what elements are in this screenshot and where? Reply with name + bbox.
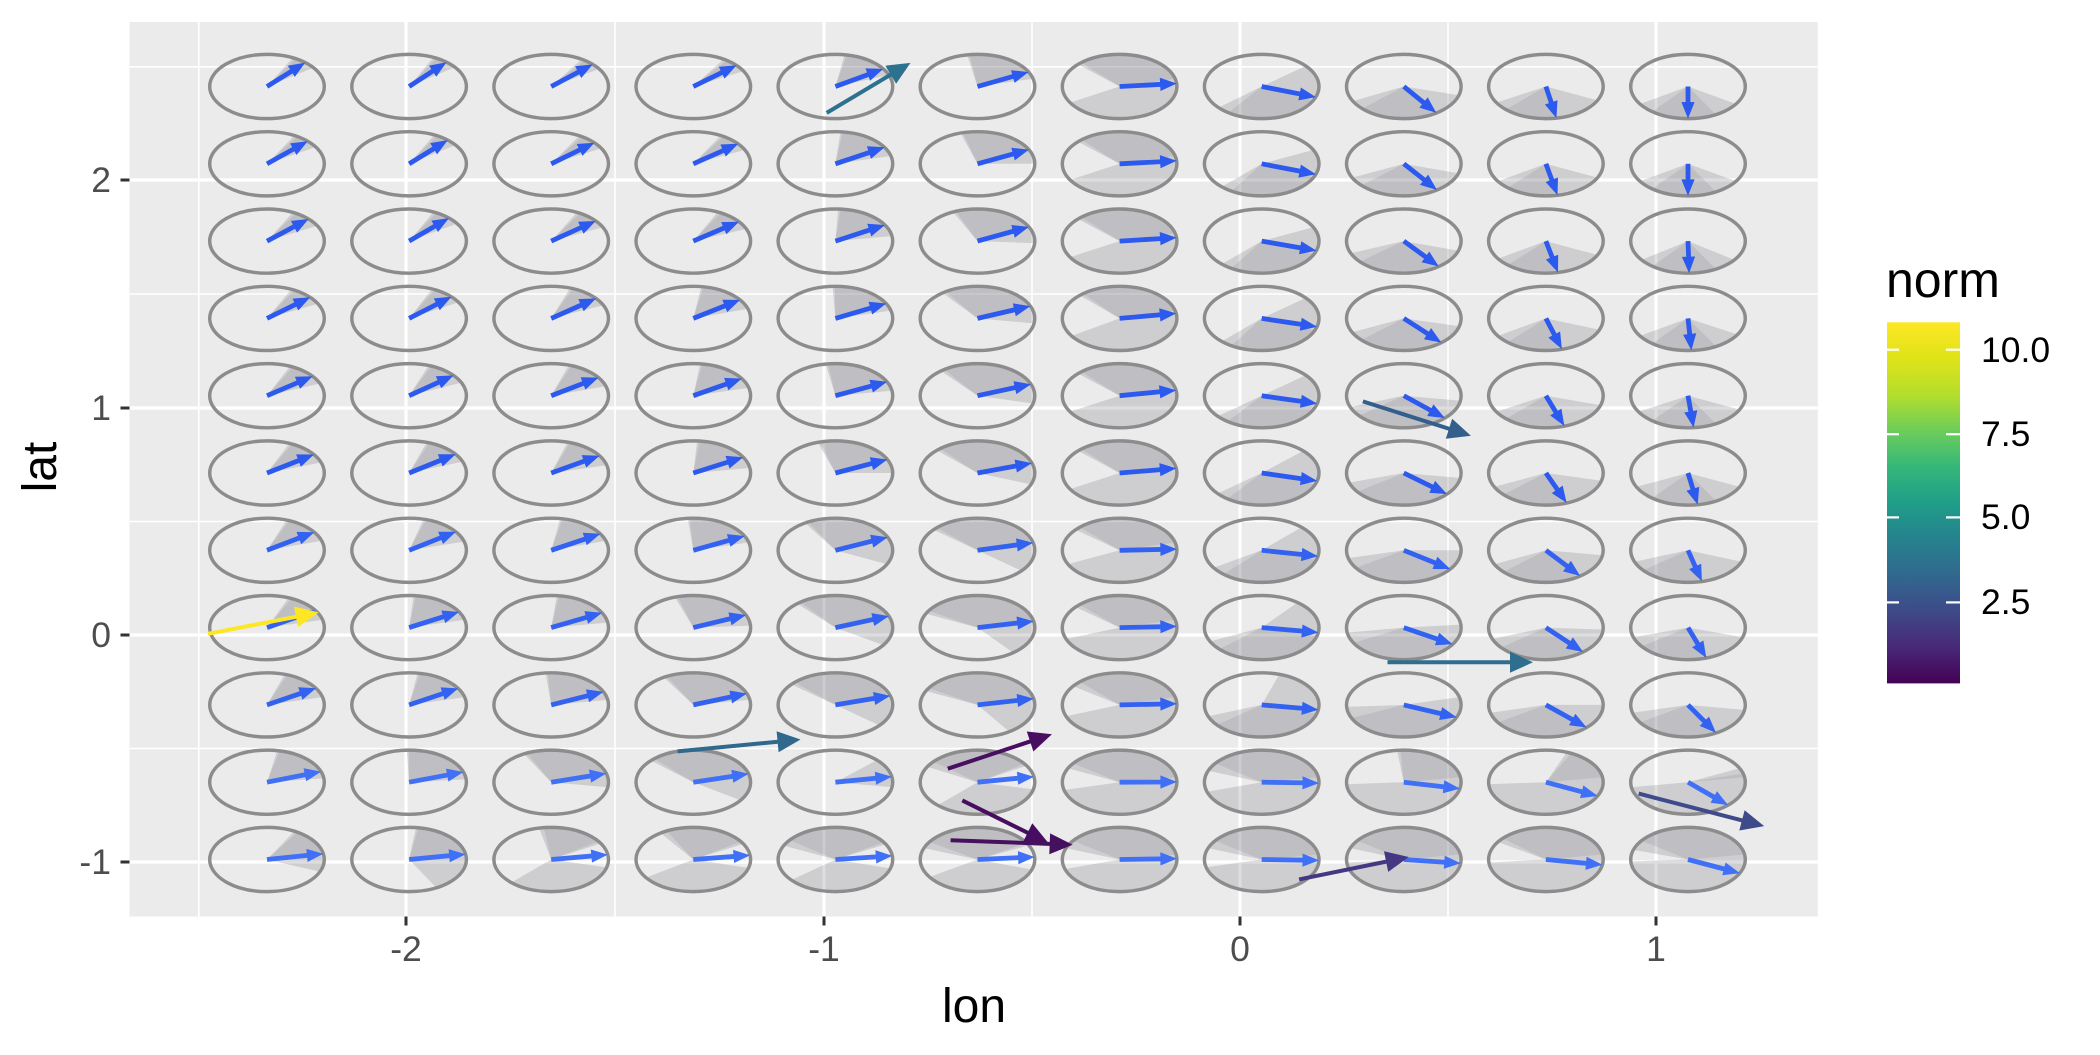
svg-text:-1: -1 [808, 929, 840, 969]
svg-text:lon: lon [942, 980, 1006, 1033]
svg-text:lat: lat [14, 442, 67, 493]
svg-text:2.5: 2.5 [1981, 582, 2030, 622]
svg-text:1: 1 [91, 388, 111, 428]
svg-text:-1: -1 [79, 842, 111, 882]
svg-text:0: 0 [1230, 929, 1250, 969]
svg-text:-2: -2 [390, 929, 422, 969]
svg-text:0: 0 [91, 615, 111, 655]
svg-text:norm: norm [1886, 252, 2000, 308]
svg-text:1: 1 [1646, 929, 1666, 969]
svg-text:7.5: 7.5 [1981, 414, 2030, 454]
svg-text:5.0: 5.0 [1981, 497, 2030, 537]
svg-text:2: 2 [91, 160, 111, 200]
svg-text:10.0: 10.0 [1981, 330, 2050, 370]
